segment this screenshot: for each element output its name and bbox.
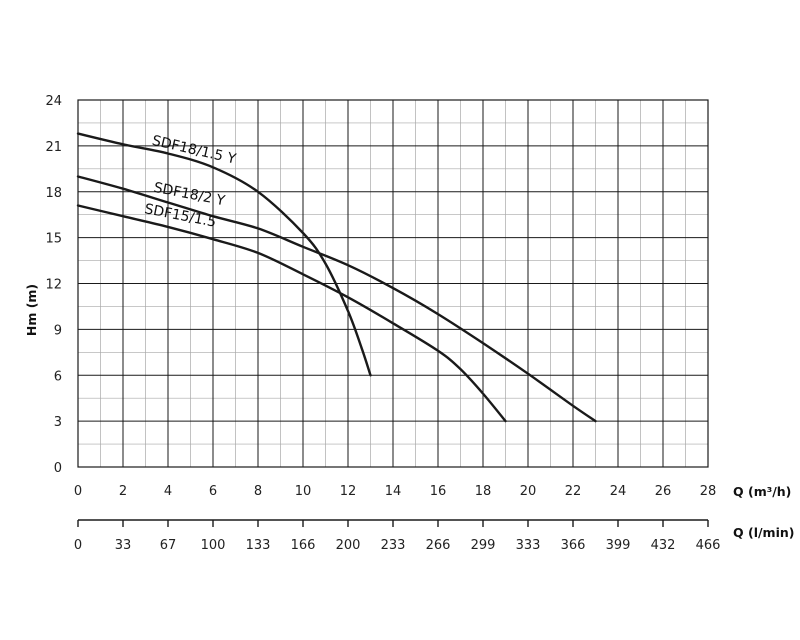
y-tick-label: 15 [45,232,62,247]
x-tick-label: 22 [565,484,582,499]
x-tick-label: 2 [119,484,127,499]
x-tick-label: 18 [475,484,492,499]
y-tick-label: 21 [45,140,62,155]
x-tick-label: 4 [164,484,172,499]
secondary-x-tick-label: 266 [426,538,451,553]
x-tick-labels: 0 2 4 6 8 10 12 14 16 18 20 22 24 26 28 [74,484,716,499]
secondary-x-tick-label: 200 [336,538,361,553]
y-tick-label: 3 [54,415,62,430]
secondary-x-tick-label: 299 [471,538,496,553]
x-tick-label: 0 [74,484,82,499]
secondary-x-axis-title: Q (l/min) [733,525,794,540]
y-tick-label: 18 [45,186,62,201]
secondary-x-tick-label: 432 [651,538,676,553]
series-curve [76,175,597,423]
secondary-x-tick-label: 399 [606,538,631,553]
y-tick-labels: 0 3 6 9 12 15 18 21 24 [45,94,62,476]
secondary-x-axis [77,519,709,527]
secondary-x-tick-label: 466 [696,538,721,553]
secondary-x-tick-label: 67 [160,538,177,553]
x-tick-label: 26 [655,484,672,499]
secondary-x-tick-label: 100 [201,538,226,553]
x-tick-label: 10 [295,484,312,499]
secondary-x-tick-label: 333 [516,538,541,553]
major-grid [78,100,708,467]
x-tick-label: 8 [254,484,262,499]
series-curve [76,204,507,423]
secondary-x-tick-labels: 0 33 67 100 133 166 200 233 266 299 333 366 399 432 46… [74,538,721,553]
y-axis-title: Hm (m) [24,284,39,336]
series-curves [76,132,597,423]
secondary-x-tick-label: 366 [561,538,586,553]
y-tick-label: 12 [45,278,62,293]
x-tick-label: 6 [209,484,217,499]
y-tick-label: 9 [54,323,62,338]
y-tick-label: 0 [54,461,62,476]
x-tick-label: 20 [520,484,537,499]
x-tick-label: 12 [340,484,357,499]
plot-frame [77,99,709,468]
x-tick-label: 16 [430,484,447,499]
y-tick-label: 6 [54,369,62,384]
series-curve [76,132,372,377]
x-tick-label: 14 [385,484,402,499]
secondary-x-tick-label: 166 [291,538,316,553]
x-tick-label: 28 [700,484,717,499]
x-tick-label: 24 [610,484,627,499]
secondary-x-tick-label: 233 [381,538,406,553]
x-axis-title: Q (m³/h) [733,484,791,499]
secondary-x-tick-label: 133 [246,538,271,553]
series-label: SDF18/1.5 Y [150,133,237,168]
secondary-x-tick-label: 0 [74,538,82,553]
y-tick-label: 24 [45,94,62,109]
secondary-x-tick-label: 33 [115,538,132,553]
